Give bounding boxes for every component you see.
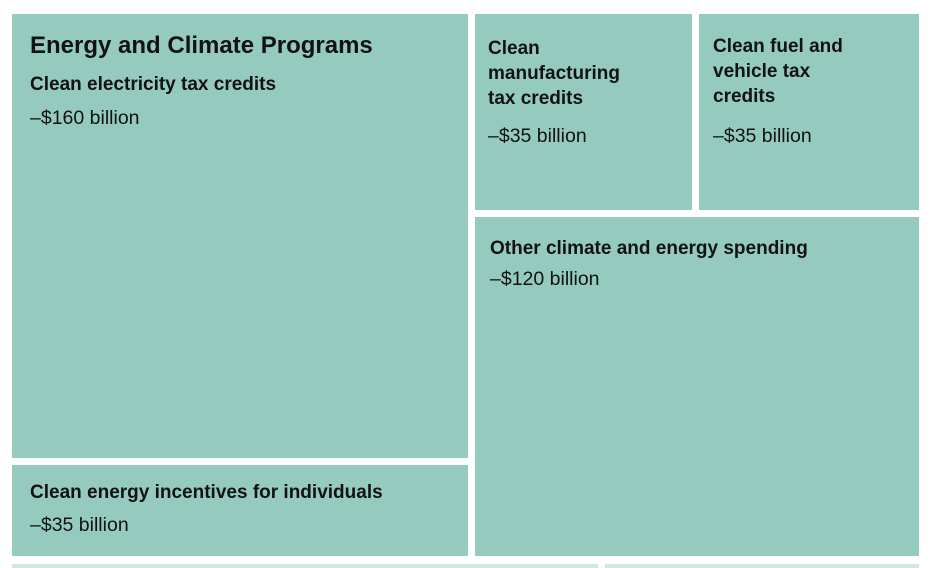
value-clean-electricity: –$160 billion xyxy=(30,107,140,129)
value-clean-fuel-vehicle: –$35 billion xyxy=(713,125,812,147)
value-other-climate: –$120 billion xyxy=(490,268,600,290)
tile-clean-energy-individuals xyxy=(12,465,468,556)
chart-title: Energy and Climate Programs xyxy=(30,32,373,59)
tile-clean-fuel-vehicle xyxy=(699,14,919,210)
tile-clean-manufacturing xyxy=(475,14,692,210)
label-clean-manufacturing: Clean manufacturing tax credits xyxy=(488,38,620,109)
label-clean-fuel-vehicle: Clean fuel and vehicle tax credits xyxy=(713,36,843,107)
edge-strip-right xyxy=(605,564,919,568)
tile-clean-electricity xyxy=(12,14,468,458)
value-clean-manufacturing: –$35 billion xyxy=(488,125,587,147)
label-other-climate: Other climate and energy spending xyxy=(490,238,808,259)
value-clean-energy-individuals: –$35 billion xyxy=(30,514,129,536)
tile-other-climate xyxy=(475,217,919,556)
label-clean-electricity: Clean electricity tax credits xyxy=(30,74,277,95)
label-clean-energy-individuals: Clean energy incentives for individuals xyxy=(30,482,383,503)
edge-strip-left xyxy=(12,564,598,568)
